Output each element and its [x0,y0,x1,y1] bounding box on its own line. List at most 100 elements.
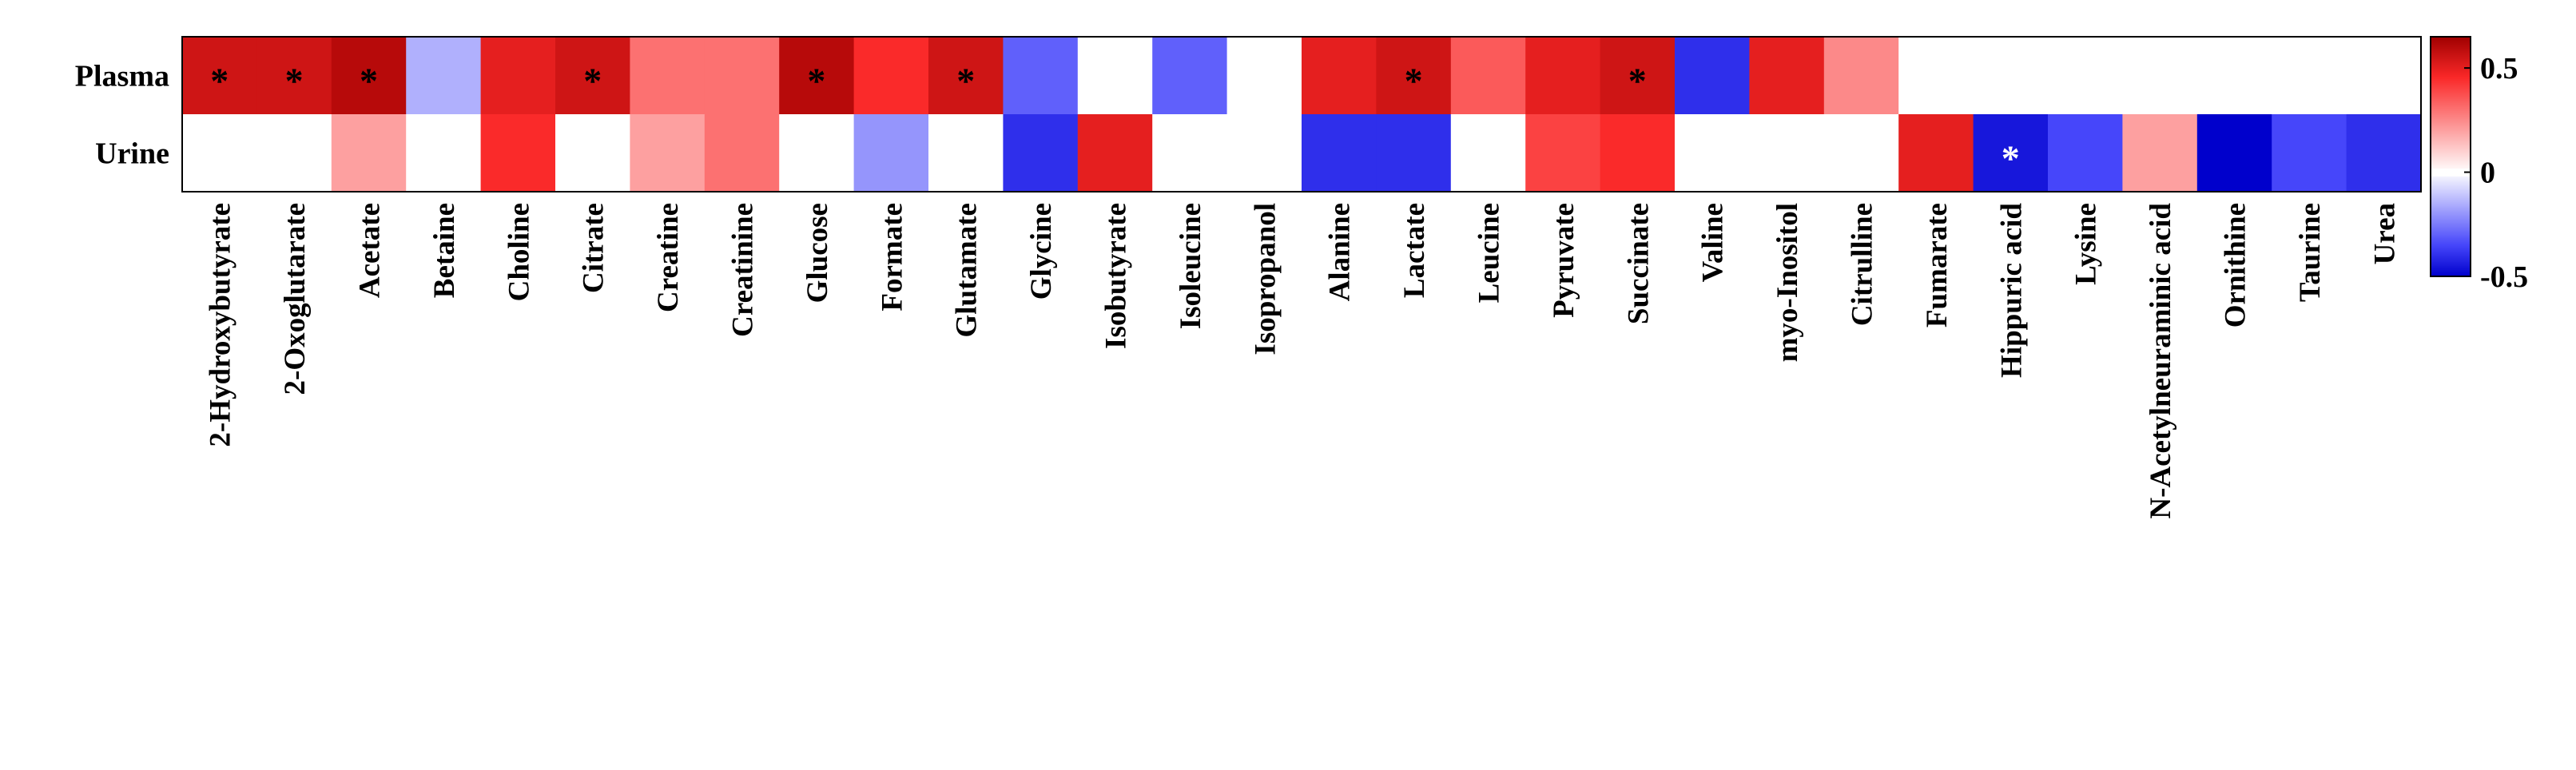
colorbar-segment [2431,220,2471,224]
colorbar-segment [2431,110,2471,113]
heatmap-cell [2196,37,2272,115]
colorbar-segment [2431,165,2471,168]
column-label: Glucose [801,203,834,303]
heatmap-cell [630,37,706,115]
plot-frame [181,36,2422,192]
significance-star: * [210,61,229,101]
colorbar-segment [2431,190,2471,193]
column-label: Glycine [1025,203,1058,300]
heatmap-cell [182,37,257,115]
row-labels: Plasma Urine [75,60,169,171]
colorbar-segment [2431,77,2471,80]
heatmap-cell [2048,37,2123,115]
colorbar-segment [2431,54,2471,58]
colorbar-segment [2431,62,2471,65]
colorbar-segment [2431,264,2471,268]
colorbar-segment [2431,224,2471,228]
colorbar-segment [2431,222,2471,225]
colorbar-segment [2431,252,2471,256]
colorbar-segment [2431,42,2471,46]
heatmap-cell [1376,114,1452,192]
colorbar-segment [2431,174,2471,177]
heatmap-cell [256,114,332,192]
colorbar-segment [2431,130,2471,133]
heatmap-cell [2272,37,2347,115]
column-label: Taurine [2294,203,2327,302]
colorbar-segment [2431,204,2471,208]
column-label: Alanine [1324,203,1357,301]
colorbar-segment [2431,228,2471,232]
colorbar-segment [2431,113,2471,116]
colorbar-segment [2431,154,2471,157]
heatmap-cell [1600,114,1676,192]
colorbar-segment [2431,109,2471,112]
heatmap-cell [1302,37,1377,115]
column-label: Succinate [1622,203,1655,324]
heatmap-cell [2048,114,2123,192]
colorbar-segment [2431,177,2471,180]
colorbar-segment [2431,178,2471,181]
colorbar-segment [2431,46,2471,50]
colorbar-segment [2431,200,2471,204]
colorbar-segment [2431,186,2471,189]
colorbar-segment [2431,50,2471,54]
column-label: Citrulline [1847,203,1879,326]
heatmap-cell [1973,37,2049,115]
colorbar-segment [2431,93,2471,96]
colorbar-segment [2431,202,2471,205]
colorbar-segment [2431,260,2471,264]
colorbar-segment [2431,66,2471,69]
heatmap-cell [1675,37,1750,115]
colorbar-segment [2431,94,2471,97]
colorbar-segment [2431,238,2471,241]
heatmap-cell [555,114,630,192]
column-label: N-Acetylneuraminic acid [2145,203,2177,519]
colorbar-segment [2431,258,2471,261]
colorbar-segment [2431,157,2471,160]
colorbar-segment [2431,81,2471,84]
colorbar-segment [2431,170,2471,173]
heatmap-cell [853,114,929,192]
colorbar-segment [2431,268,2471,272]
colorbar-segment [2431,37,2471,40]
heatmap-cell [331,114,407,192]
significance-star: * [360,61,378,101]
colorbar-segment [2431,212,2471,216]
colorbar-segment [2431,134,2471,137]
colorbar-segment [2431,214,2471,217]
colorbar-segment [2431,169,2471,172]
colorbar-segment [2431,185,2471,188]
colorbar-segment [2431,114,2471,117]
colorbar-segment [2431,218,2471,221]
colorbar-segment [2431,45,2471,48]
heatmap-cell [1823,37,1899,115]
colorbar-segment [2431,161,2471,164]
colorbar-segment [2431,41,2471,44]
column-label: Betaine [428,203,461,298]
colorbar-segment [2431,232,2471,236]
heatmap-cell [2272,114,2347,192]
heatmap-cell [2196,114,2272,192]
colorbar-segment [2431,244,2471,248]
column-label: Leucine [1473,203,1506,303]
heatmap-cell [406,114,482,192]
colorbar-segment [2431,129,2471,132]
colorbar-segment [2431,142,2471,145]
heatmap-cell [704,37,780,115]
colorbar-segment [2431,246,2471,249]
colorbar-segment [2431,208,2471,212]
column-label: 2-Hydroxybutyrate [205,203,237,447]
heatmap-cell [1973,114,2049,192]
column-label: 2-Oxoglutarate [279,203,312,395]
heatmap-cell [2122,114,2198,192]
colorbar-segment [2431,49,2471,52]
heatmap-cell [2122,37,2198,115]
column-label: Fumarate [1921,203,1954,327]
column-label: Lysine [2070,203,2103,285]
column-label: Urea [2368,203,2401,264]
colorbar-segment [2431,242,2471,245]
heatmap-cell [1077,114,1153,192]
heatmap-cell [1749,114,1825,192]
colorbar-segment [2431,126,2471,129]
heatmap-cell [331,37,407,115]
